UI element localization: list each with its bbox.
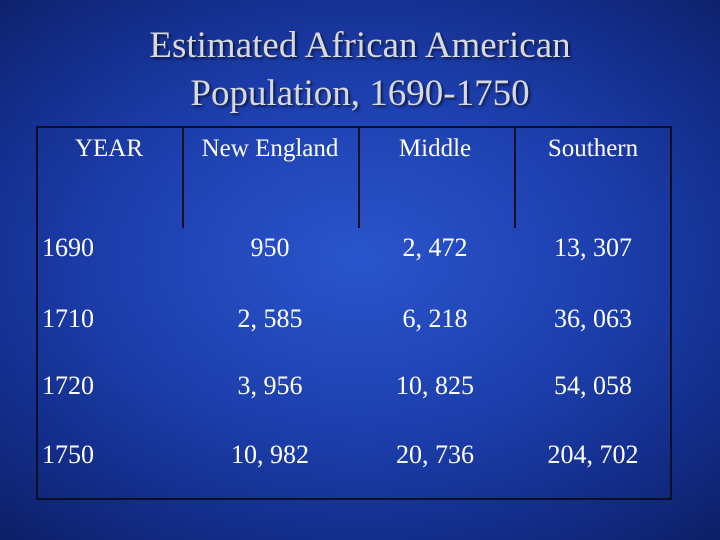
cell-new-england: 3, 956 [237, 371, 303, 400]
cell-new-england: 2, 585 [237, 304, 303, 333]
population-table [36, 126, 672, 500]
cell-middle: 2, 472 [402, 233, 468, 262]
title-line-2: Population, 1690-1750 [190, 73, 530, 114]
cell-southern: 54, 058 [554, 371, 632, 400]
header-new-england: New England [201, 135, 339, 162]
row-year: 1710 [42, 304, 94, 333]
cell-southern: 13, 307 [554, 233, 632, 262]
cell-southern: 36, 063 [554, 304, 632, 333]
header-southern: Southern [547, 135, 639, 162]
cell-southern: 204, 702 [547, 440, 639, 469]
cell-middle: 6, 218 [402, 304, 468, 333]
header-middle: Middle [398, 135, 472, 162]
row-year: 1690 [42, 233, 94, 262]
slide-title: Estimated African American Population, 1… [0, 22, 720, 118]
cell-middle: 20, 736 [396, 440, 474, 469]
cell-new-england: 950 [250, 233, 290, 262]
cell-new-england: 10, 982 [231, 440, 309, 469]
cell-middle: 10, 825 [396, 371, 474, 400]
header-year: YEAR [74, 135, 144, 162]
row-year: 1750 [42, 440, 94, 469]
column-divider [514, 128, 516, 228]
row-year: 1720 [42, 371, 94, 400]
column-divider [358, 128, 360, 228]
column-divider [182, 128, 184, 228]
title-line-1: Estimated African American [149, 25, 571, 66]
